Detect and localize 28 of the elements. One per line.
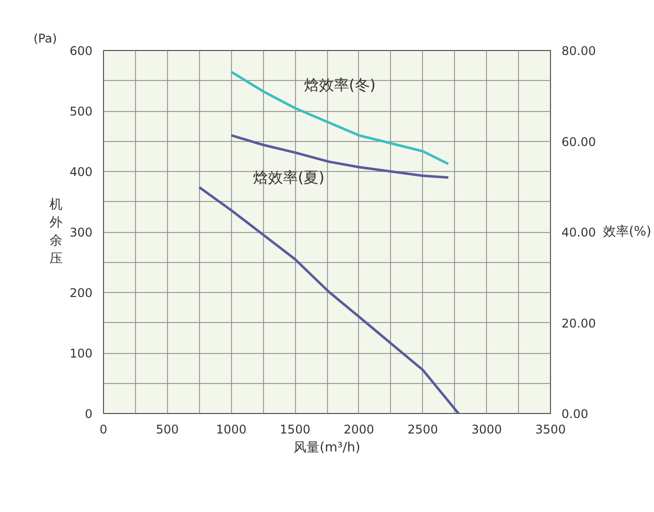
x-tick-label: 0	[100, 422, 108, 436]
y-tick-label: 300	[70, 226, 92, 240]
x-tick-label: 3000	[471, 422, 502, 436]
series-label: 焓效率(冬)	[304, 76, 376, 94]
text: (Pa)	[34, 32, 57, 46]
x-tick-label: 3500	[535, 422, 566, 436]
x-tick-label: 2500	[408, 422, 438, 436]
y-tick-label: 400	[70, 165, 92, 179]
y2-tick-label: 20.00	[562, 316, 596, 330]
line-series	[198, 186, 460, 414]
x-tick-label: 2000	[344, 422, 374, 436]
y-axis-title: 机外余压	[50, 198, 63, 266]
x-tick-label: 1000	[216, 422, 246, 436]
y2-tick-label: 60.00	[562, 134, 596, 149]
y-tick-label: 500	[70, 104, 92, 118]
series-label: 焓效率(夏)	[252, 168, 325, 187]
y2-tick-label: 40.00	[562, 226, 596, 240]
y-tick-label: 100	[70, 346, 92, 360]
y2-tick-label: 0.00	[562, 407, 588, 421]
y2-tick-label: 80.00	[562, 44, 596, 58]
y2-axis-title: 效率(%)	[602, 224, 652, 240]
x-tick-label: 1500	[280, 422, 310, 436]
y-tick-label: 200	[70, 286, 92, 300]
x-tick-label: 500	[156, 422, 179, 436]
line-series	[230, 70, 450, 166]
y-tick-label: 600	[70, 44, 92, 58]
x-axis-title: 风量(m³/h)	[294, 440, 360, 456]
y-tick-label: 0	[84, 407, 93, 421]
